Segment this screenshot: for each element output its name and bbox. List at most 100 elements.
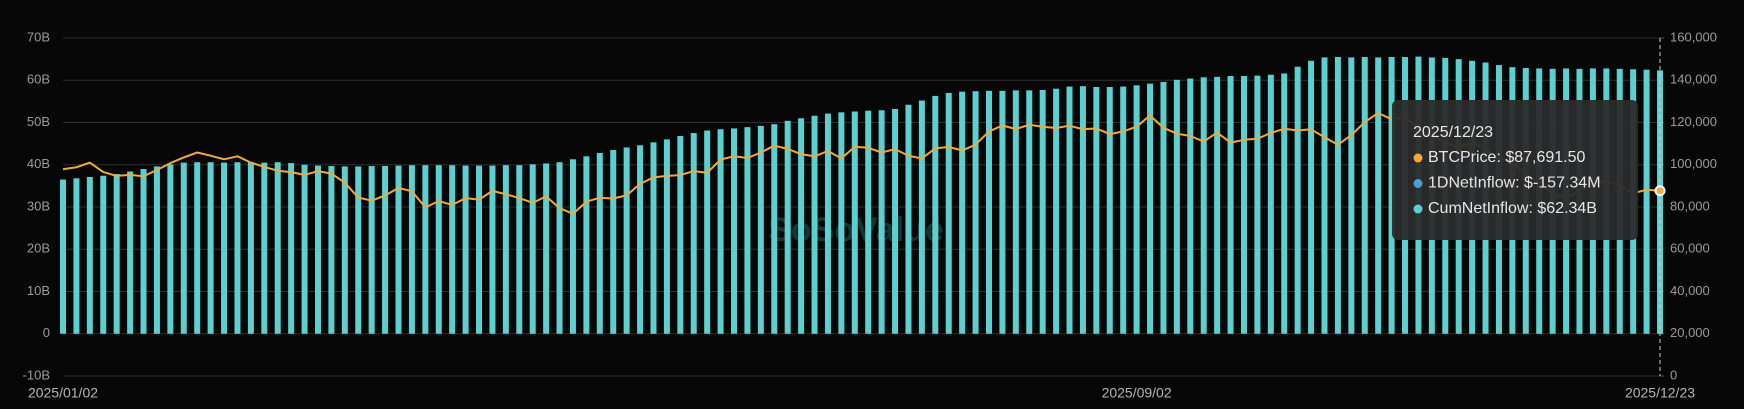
y2-tick-label: 0 <box>1670 367 1677 382</box>
bar <box>355 166 362 334</box>
bar <box>328 166 335 334</box>
bar <box>1388 57 1395 334</box>
bar <box>1254 75 1261 334</box>
bar <box>959 91 966 334</box>
bar <box>811 115 818 334</box>
bar <box>1120 86 1127 334</box>
bar <box>690 133 697 334</box>
bar <box>221 162 228 334</box>
x-tick-label: 2025/09/02 <box>1102 385 1172 401</box>
bar <box>100 175 107 334</box>
bar <box>1012 90 1019 334</box>
bar <box>502 165 509 334</box>
bar <box>529 164 536 334</box>
bar <box>731 128 738 334</box>
bar <box>1240 76 1247 334</box>
bar <box>556 162 563 334</box>
bar <box>1334 57 1341 334</box>
y-tick-label: 40B <box>27 156 50 171</box>
bar <box>1079 86 1086 334</box>
tooltip-item: CumNetInflow: $62.34B <box>1428 200 1597 217</box>
bar <box>985 90 992 334</box>
bar <box>892 108 899 334</box>
bar <box>757 125 764 334</box>
bar <box>1375 57 1382 334</box>
bar <box>1147 83 1154 334</box>
bar <box>1173 79 1180 334</box>
y2-tick-label: 100,000 <box>1670 156 1717 171</box>
bar <box>610 149 617 334</box>
y-tick-label: 30B <box>27 198 50 213</box>
y-tick-label: 20B <box>27 241 50 256</box>
bar <box>1026 90 1033 334</box>
y2-tick-label: 120,000 <box>1670 114 1717 129</box>
bar <box>865 110 872 334</box>
bar <box>744 127 751 334</box>
bar <box>489 165 496 334</box>
bar <box>368 166 375 334</box>
y-tick-label: 70B <box>27 29 50 44</box>
bar <box>1053 88 1060 334</box>
bar <box>623 147 630 334</box>
bar <box>798 118 805 334</box>
bar <box>476 165 483 334</box>
bar <box>1321 57 1328 334</box>
y2-tick-label: 160,000 <box>1670 29 1717 44</box>
bar <box>60 179 66 334</box>
bar <box>449 165 456 334</box>
bar <box>1361 57 1368 334</box>
bar <box>1267 74 1274 334</box>
bar <box>274 162 281 334</box>
bar <box>637 145 644 334</box>
bar <box>435 165 442 334</box>
bar <box>234 162 241 334</box>
tooltip-date: 2025/12/23 <box>1413 124 1493 141</box>
tooltip: 2025/12/23 BTCPrice: $87,691.50 1DNetInflo… <box>1392 100 1638 240</box>
y-tick-label: 60B <box>27 72 50 87</box>
y2-tick-label: 60,000 <box>1670 241 1710 256</box>
bar <box>824 113 831 334</box>
bar <box>288 163 295 334</box>
bar <box>1187 78 1194 334</box>
y-tick-label: 50B <box>27 114 50 129</box>
bar <box>462 165 469 334</box>
bar <box>341 166 348 334</box>
bar <box>1308 60 1315 334</box>
bar <box>1066 86 1073 334</box>
bar <box>1227 76 1234 334</box>
bar <box>1093 87 1100 334</box>
bar <box>972 91 979 334</box>
bar <box>650 142 657 334</box>
bar <box>1133 85 1140 334</box>
bar <box>167 164 174 334</box>
bar <box>543 163 550 334</box>
bar <box>1281 73 1288 334</box>
y2-tick-label: 20,000 <box>1670 325 1710 340</box>
bar <box>247 162 254 334</box>
bar <box>194 162 201 334</box>
bar <box>717 129 724 334</box>
bar <box>945 92 952 334</box>
bar <box>86 177 93 334</box>
bar <box>180 162 187 334</box>
bar <box>677 136 684 334</box>
bar <box>1643 69 1650 334</box>
bar <box>207 162 214 334</box>
bar <box>771 124 778 334</box>
bar <box>1106 87 1113 334</box>
bar <box>1039 89 1046 334</box>
x-tick-label: 2025/01/02 <box>28 385 98 401</box>
bar <box>838 112 845 334</box>
tooltip-dot <box>1413 153 1423 163</box>
x-tick-label: 2025/12/23 <box>1625 385 1695 401</box>
y2-tick-label: 140,000 <box>1670 72 1717 87</box>
bar <box>1348 57 1355 334</box>
y-tick-label: -10B <box>23 367 50 382</box>
tooltip-box <box>1392 100 1638 240</box>
y2-tick-label: 40,000 <box>1670 283 1710 298</box>
bar <box>314 165 321 334</box>
tooltip-dot <box>1413 179 1423 188</box>
bar <box>878 110 885 334</box>
